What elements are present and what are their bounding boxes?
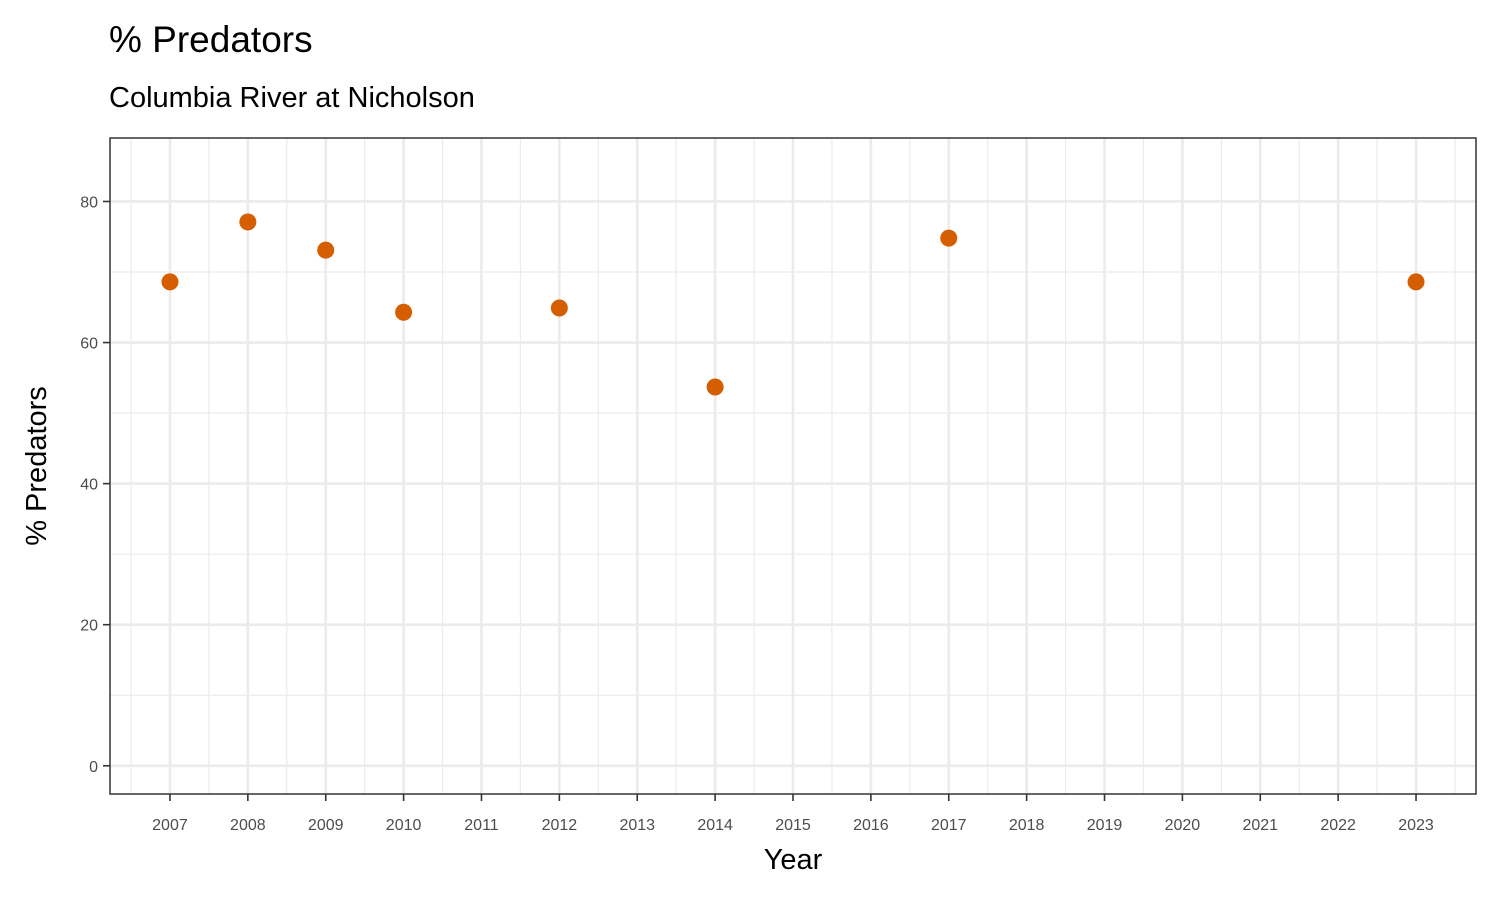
x-tick-label: 2010 xyxy=(386,817,422,834)
x-tick-label: 2007 xyxy=(152,817,188,834)
data-point xyxy=(940,229,958,247)
y-tick-label: 20 xyxy=(80,618,98,635)
x-tick-label: 2019 xyxy=(1087,817,1123,834)
chart-subtitle: Columbia River at Nicholson xyxy=(109,82,475,114)
data-point xyxy=(239,213,257,231)
x-tick-label: 2009 xyxy=(308,817,344,834)
x-tick-label: 2021 xyxy=(1242,817,1278,834)
data-point xyxy=(161,273,179,291)
x-tick-label: 2023 xyxy=(1398,817,1434,834)
x-tick-label: 2008 xyxy=(230,817,266,834)
y-tick-label: 60 xyxy=(80,336,98,353)
y-tick-label: 80 xyxy=(80,194,98,211)
x-tick-label: 2016 xyxy=(853,817,889,834)
x-tick-label: 2011 xyxy=(464,817,499,834)
x-tick-label: 2022 xyxy=(1320,817,1356,834)
x-tick-label: 2012 xyxy=(542,817,578,834)
chart-title: % Predators xyxy=(109,19,313,60)
y-tick-label: 40 xyxy=(80,477,98,494)
data-point xyxy=(550,299,568,317)
x-tick-label: 2015 xyxy=(775,817,811,834)
x-tick-label: 2018 xyxy=(1009,817,1045,834)
x-tick-label: 2017 xyxy=(931,817,967,834)
axes: 2007 2008 2009 2010 2011 2012 2013 2014 2015 2016… xyxy=(80,194,1434,834)
x-tick-label: 2014 xyxy=(697,817,733,834)
data-point xyxy=(395,303,413,321)
grid xyxy=(110,138,1476,794)
data-point xyxy=(317,241,335,259)
y-axis-title: % Predators xyxy=(21,386,53,546)
y-tick-label: 0 xyxy=(89,759,98,776)
data-points xyxy=(161,213,1425,396)
data-point xyxy=(706,378,724,396)
x-tick-label: 2013 xyxy=(619,817,655,834)
data-point xyxy=(1407,273,1425,291)
x-axis-title: Year xyxy=(764,844,823,876)
x-tick-label: 2020 xyxy=(1165,817,1201,834)
